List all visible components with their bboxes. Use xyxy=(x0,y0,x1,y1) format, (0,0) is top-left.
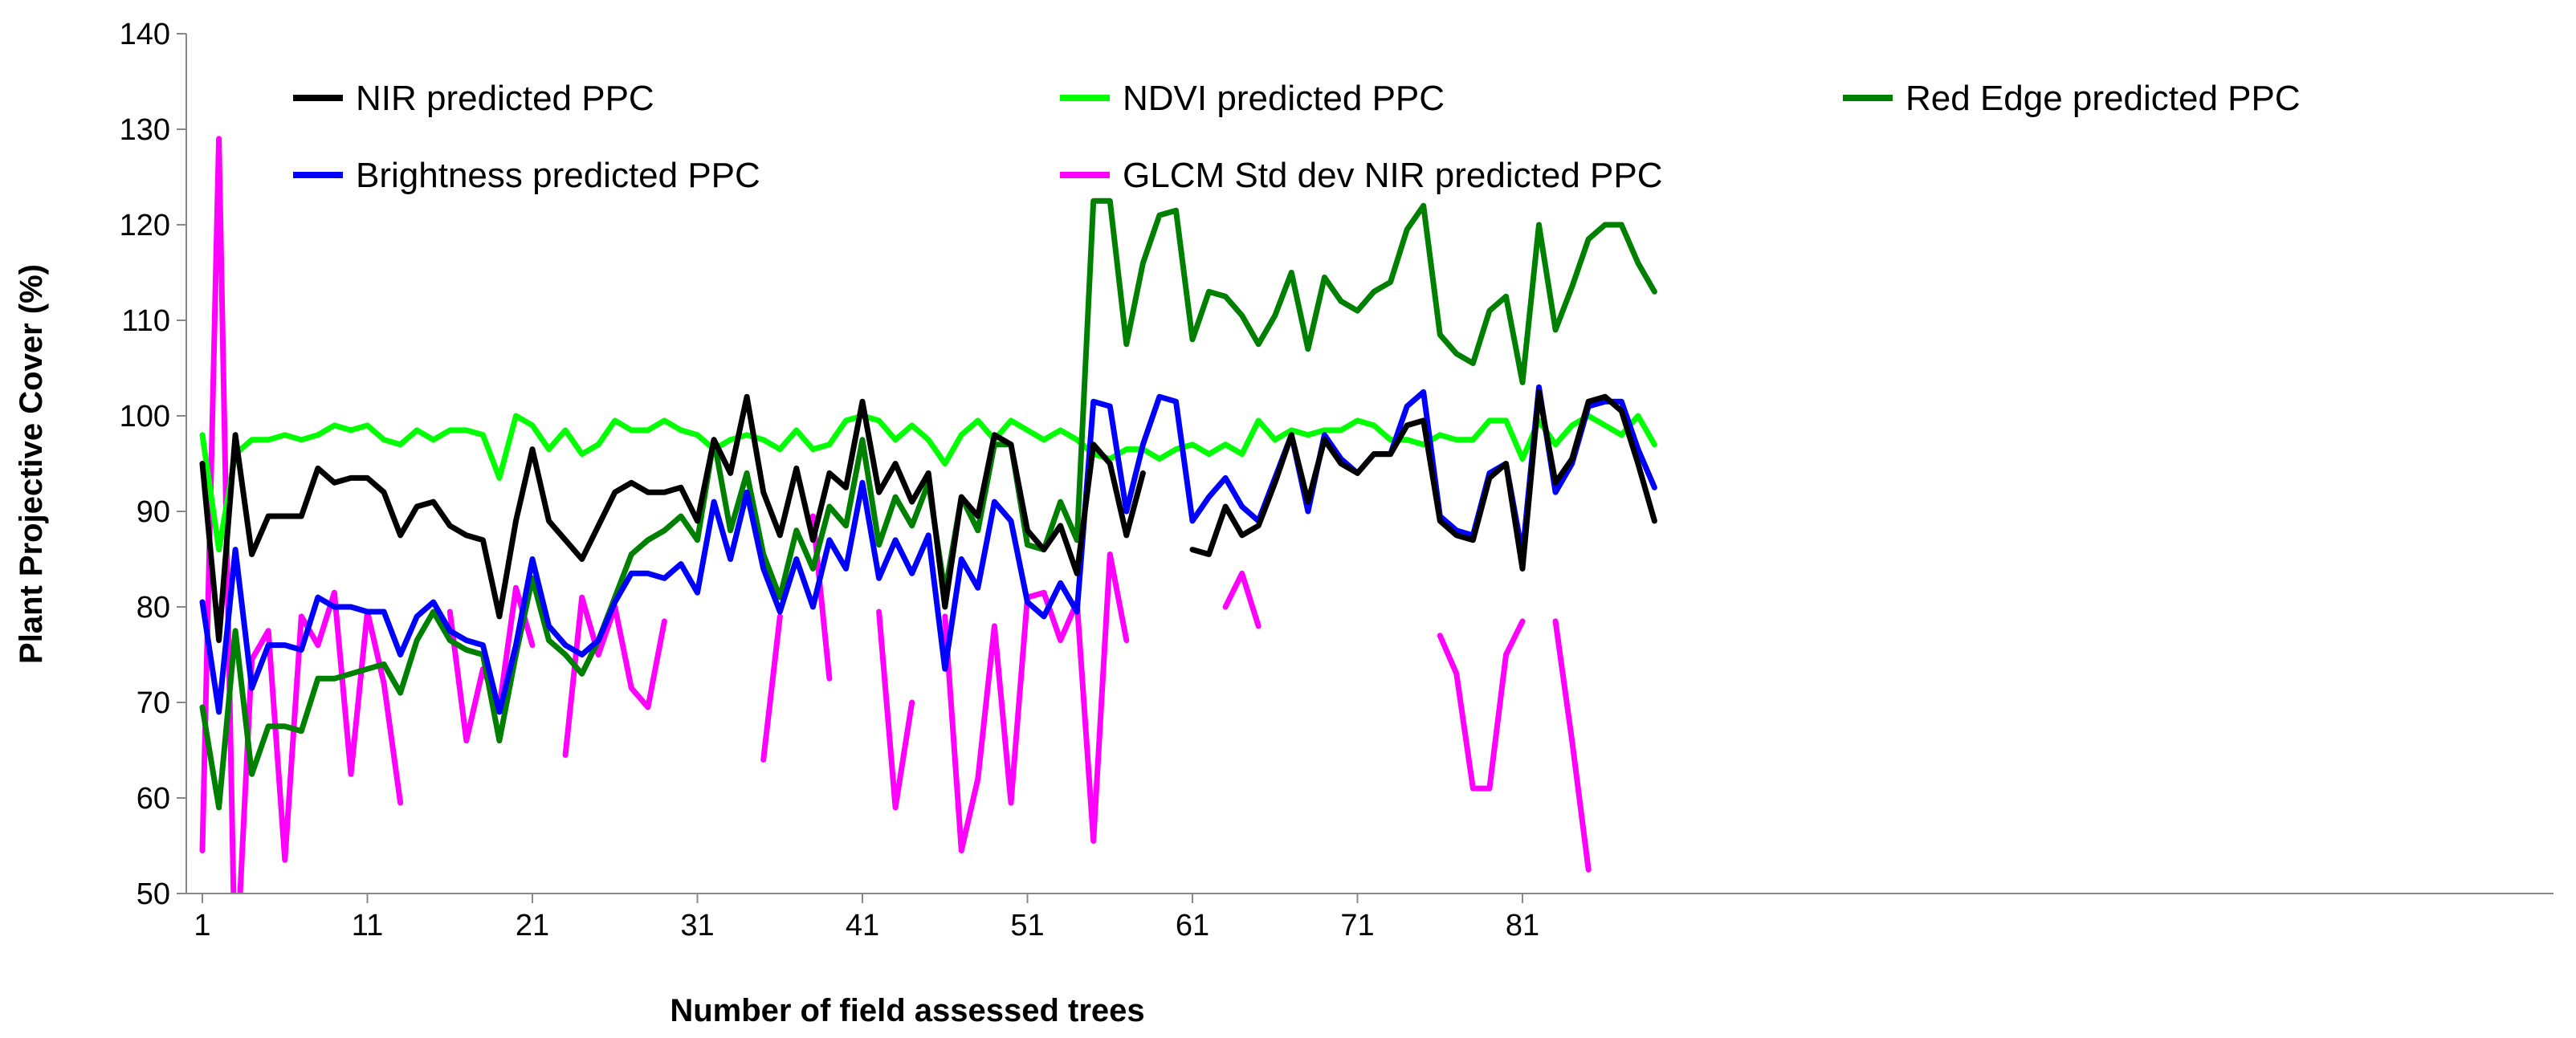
y-tick-label: 110 xyxy=(121,304,170,338)
series-line-5 xyxy=(202,139,1654,989)
x-tick-label: 61 xyxy=(1176,909,1209,942)
series-lines xyxy=(202,139,1654,989)
legend-label-3: Red Edge predicted PPC xyxy=(1906,79,2301,118)
y-tick-label: 80 xyxy=(137,591,170,625)
y-tick-label: 50 xyxy=(137,877,170,911)
y-tick-label: 70 xyxy=(137,686,170,720)
legend: NIR predicted PPC NDVI predicted PPC Red E… xyxy=(293,79,2301,195)
series-line-4 xyxy=(199,384,1657,715)
x-tick-label: 11 xyxy=(352,909,383,942)
legend-label-1: NIR predicted PPC xyxy=(356,79,654,118)
x-tick-label: 81 xyxy=(1506,909,1539,942)
x-tick-label: 31 xyxy=(680,909,714,942)
y-tick-label: 130 xyxy=(120,113,170,147)
x-tick-label: 21 xyxy=(516,909,549,942)
x-tick-label: 1 xyxy=(194,909,210,942)
legend-label-4: Brightness predicted PPC xyxy=(356,156,760,195)
y-tick-label: 90 xyxy=(137,495,170,529)
legend-label-2: NDVI predicted PPC xyxy=(1123,79,1445,118)
y-tick-label: 140 xyxy=(120,18,170,51)
y-tick-label: 120 xyxy=(120,209,170,242)
series-line-2 xyxy=(199,413,1657,553)
y-tick-label: 100 xyxy=(120,400,170,434)
y-axis-title: Plant Projective Cover (%) xyxy=(14,264,49,664)
x-tick-label: 71 xyxy=(1340,909,1374,942)
legend-label-5: GLCM Std dev NIR predicted PPC xyxy=(1123,156,1662,195)
x-axis-title: Number of field assessed trees xyxy=(670,993,1144,1028)
x-axis-ticks: 1 11 21 31 41 51 61 71 81 xyxy=(194,893,1539,942)
y-axis-ticks: 50 60 70 80 90 100 110 120 130 140 xyxy=(120,18,186,911)
x-tick-label: 41 xyxy=(846,909,879,942)
series-line-1 xyxy=(199,389,1657,644)
x-tick-label: 51 xyxy=(1010,909,1044,942)
y-tick-label: 60 xyxy=(137,782,170,816)
